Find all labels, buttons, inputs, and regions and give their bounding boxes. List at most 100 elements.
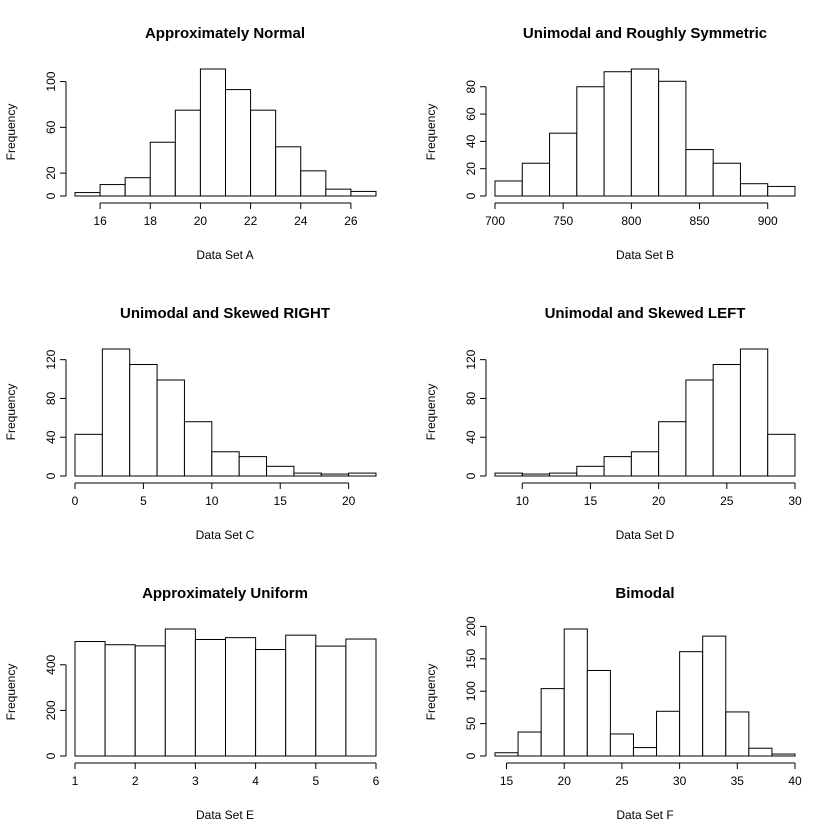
- x-tick-label: 20: [558, 774, 572, 788]
- histogram-bar: [164, 628, 196, 757]
- y-tick-label: 100: [44, 71, 58, 91]
- x-tick-label: 30: [788, 494, 802, 508]
- y-tick-label: 20: [464, 162, 478, 176]
- x-tick-label: 26: [344, 214, 358, 228]
- histogram-bar: [656, 710, 681, 757]
- histogram-bar: [739, 348, 769, 477]
- x-tick-label: 15: [584, 494, 598, 508]
- y-tick-label: 400: [44, 654, 58, 674]
- y-axis-label: Frequency: [424, 384, 438, 441]
- histogram-bar: [199, 68, 226, 197]
- x-axis-label: Data Set B: [616, 248, 674, 262]
- panel-data-set-b: Unimodal and Roughly Symmetric Data Set …: [424, 25, 796, 262]
- histogram-bar: [609, 733, 634, 757]
- histogram-bar: [563, 628, 588, 757]
- histogram-bar: [315, 645, 347, 757]
- x-tick-label: 10: [205, 494, 219, 508]
- x-tick-label: 5: [140, 494, 147, 508]
- x-tick-label: 20: [342, 494, 356, 508]
- histogram-bar: [320, 473, 350, 477]
- histogram-bar: [134, 645, 166, 757]
- y-tick-label: 40: [44, 430, 58, 444]
- y-tick-label: 120: [44, 349, 58, 369]
- y-axis-label: Frequency: [4, 104, 18, 161]
- x-tick-label: 15: [500, 774, 514, 788]
- x-tick-label: 24: [294, 214, 308, 228]
- x-tick-label: 3: [192, 774, 199, 788]
- histogram-bar: [194, 638, 226, 757]
- histogram-bar: [658, 80, 687, 197]
- x-tick-label: 800: [621, 214, 641, 228]
- y-tick-label: 80: [464, 391, 478, 405]
- y-tick-label: 200: [44, 700, 58, 720]
- histogram-bar: [255, 649, 287, 757]
- histogram-bar: [494, 472, 523, 477]
- histogram-bar: [702, 635, 727, 757]
- x-tick-label: 20: [652, 494, 666, 508]
- y-tick-label: 0: [464, 192, 478, 199]
- histogram-bar: [250, 109, 277, 197]
- histogram-bar: [549, 132, 578, 197]
- histogram-bar: [183, 421, 213, 477]
- histogram-bar: [712, 364, 741, 477]
- histogram-bar: [74, 433, 103, 477]
- histogram-bar: [211, 451, 240, 477]
- y-axis-label: Frequency: [424, 664, 438, 721]
- x-axis-label: Data Set E: [196, 808, 254, 822]
- histogram-bar: [174, 109, 201, 197]
- chart-title: Unimodal and Roughly Symmetric: [523, 25, 767, 42]
- x-tick-label: 40: [788, 774, 802, 788]
- y-tick-label: 0: [464, 752, 478, 759]
- histogram-bar: [275, 146, 302, 197]
- x-tick-label: 10: [516, 494, 530, 508]
- x-tick-label: 6: [373, 774, 380, 788]
- y-tick-label: 40: [464, 134, 478, 148]
- y-tick-label: 20: [44, 166, 58, 180]
- x-axis-label: Data Set D: [616, 528, 675, 542]
- histogram-bar: [156, 379, 185, 477]
- chart-title: Unimodal and Skewed RIGHT: [120, 305, 330, 322]
- x-tick-label: 35: [731, 774, 745, 788]
- histogram-bar: [494, 752, 519, 757]
- x-axis-label: Data Set A: [196, 248, 253, 262]
- histogram-bar: [632, 747, 658, 757]
- histogram-bar: [739, 183, 769, 197]
- histogram-bar: [658, 421, 687, 477]
- y-tick-label: 80: [464, 80, 478, 94]
- x-axis-label: Data Set F: [616, 808, 673, 822]
- x-tick-label: 15: [274, 494, 288, 508]
- histogram-bar: [74, 641, 106, 757]
- y-tick-label: 0: [44, 752, 58, 759]
- histogram-bar: [725, 711, 750, 757]
- y-tick-label: 50: [464, 717, 478, 731]
- histogram-bar: [679, 651, 704, 757]
- x-tick-label: 1: [72, 774, 79, 788]
- x-tick-label: 750: [553, 214, 573, 228]
- histogram-bar: [266, 465, 295, 477]
- y-tick-label: 0: [44, 192, 58, 199]
- x-tick-label: 900: [758, 214, 778, 228]
- histogram-bar: [300, 170, 327, 197]
- x-tick-label: 4: [252, 774, 259, 788]
- histogram-bar: [521, 162, 551, 197]
- y-axis-label: Frequency: [4, 664, 18, 721]
- histogram-bar: [225, 89, 252, 197]
- histogram-bar: [685, 379, 714, 477]
- histogram-bar: [104, 644, 136, 757]
- x-tick-label: 0: [72, 494, 79, 508]
- histogram-bar: [771, 753, 796, 757]
- histogram-bar: [325, 188, 352, 197]
- chart-title: Approximately Normal: [145, 25, 305, 42]
- histogram-bar: [521, 473, 551, 477]
- y-tick-label: 0: [464, 472, 478, 479]
- histogram-bar: [348, 472, 377, 477]
- histogram-bar: [285, 634, 317, 757]
- y-tick-label: 60: [464, 107, 478, 121]
- x-axis-label: Data Set C: [196, 528, 255, 542]
- y-axis-label: Frequency: [4, 384, 18, 441]
- histogram-bar: [767, 433, 796, 477]
- x-tick-label: 18: [144, 214, 158, 228]
- histogram-bar: [101, 348, 131, 477]
- histogram-bar: [748, 747, 773, 757]
